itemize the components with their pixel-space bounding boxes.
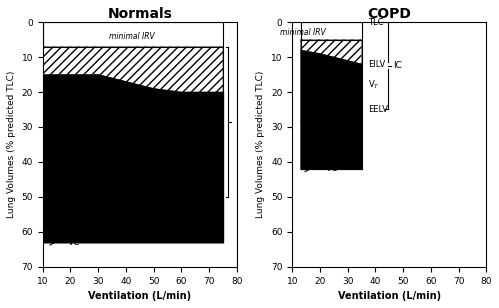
X-axis label: Ventilation (L/min): Ventilation (L/min): [88, 291, 191, 301]
Text: VC: VC: [325, 164, 338, 173]
Text: minimal IRV: minimal IRV: [109, 32, 154, 41]
Text: minimal IRV: minimal IRV: [280, 28, 326, 37]
Y-axis label: Lung Volumes (% predicted TLC): Lung Volumes (% predicted TLC): [7, 71, 16, 218]
Title: COPD: COPD: [367, 7, 411, 21]
Text: IC: IC: [393, 61, 402, 70]
Title: Normals: Normals: [107, 7, 172, 21]
Text: VC: VC: [68, 238, 80, 247]
X-axis label: Ventilation (L/min): Ventilation (L/min): [338, 291, 441, 301]
Text: V$_T$: V$_T$: [368, 79, 380, 91]
Text: TLC: TLC: [368, 18, 384, 26]
Text: EELV: EELV: [368, 105, 388, 114]
Text: EILV: EILV: [368, 59, 386, 69]
Y-axis label: Lung Volumes (% predicted TLC): Lung Volumes (% predicted TLC): [256, 71, 265, 218]
